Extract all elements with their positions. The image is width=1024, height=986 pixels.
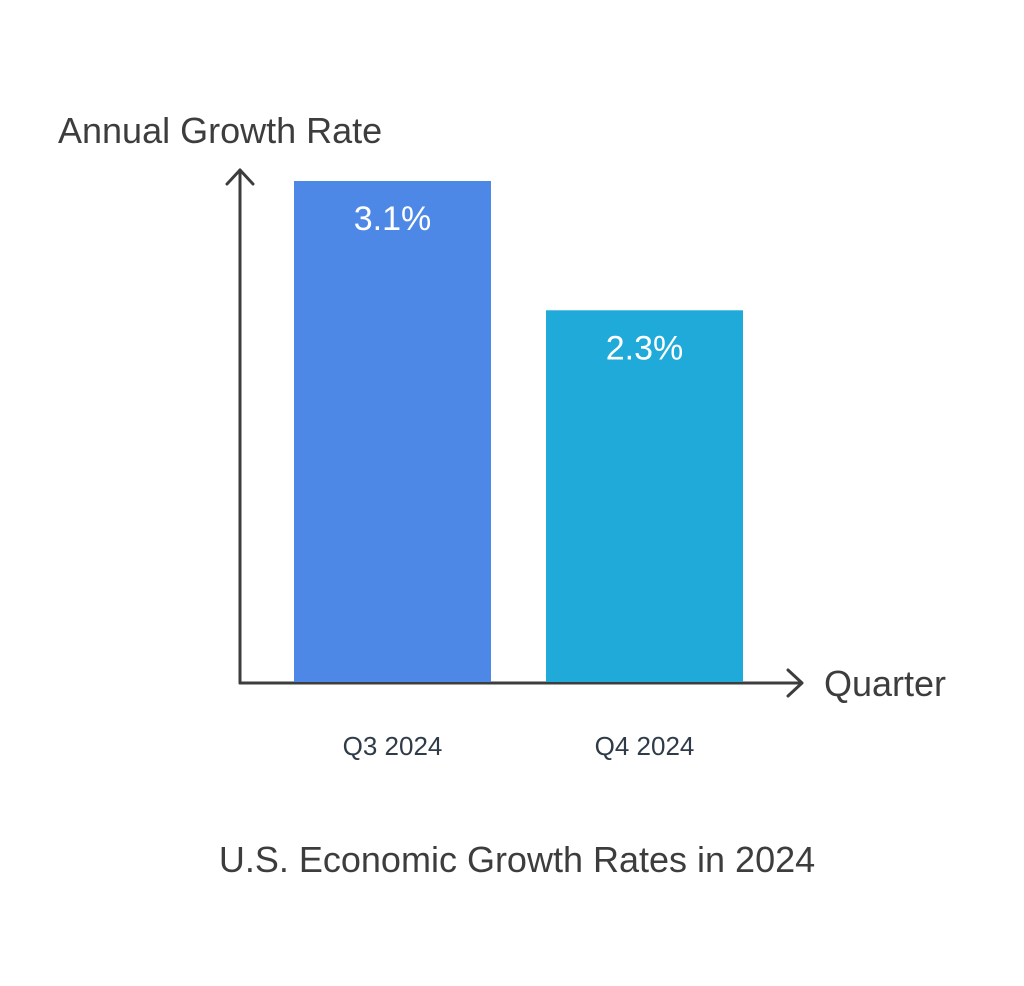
axes [225, 168, 804, 698]
data-label: 3.1% [354, 200, 432, 238]
y-axis-label: Annual Growth Rate [58, 110, 382, 151]
bar-q4-2024 [546, 310, 743, 682]
x-tick-label: Q4 2024 [595, 731, 695, 761]
bars-group: 3.1% Q3 2024 2.3% Q4 2024 [294, 181, 743, 761]
x-axis-arrow-icon [786, 668, 804, 698]
bar-q3-2024 [294, 181, 491, 682]
x-axis-label: Quarter [824, 663, 946, 704]
chart-title: U.S. Economic Growth Rates in 2024 [219, 839, 815, 880]
x-tick-label: Q3 2024 [343, 731, 443, 761]
y-axis-arrow-icon [225, 168, 255, 186]
data-label: 2.3% [606, 329, 684, 367]
